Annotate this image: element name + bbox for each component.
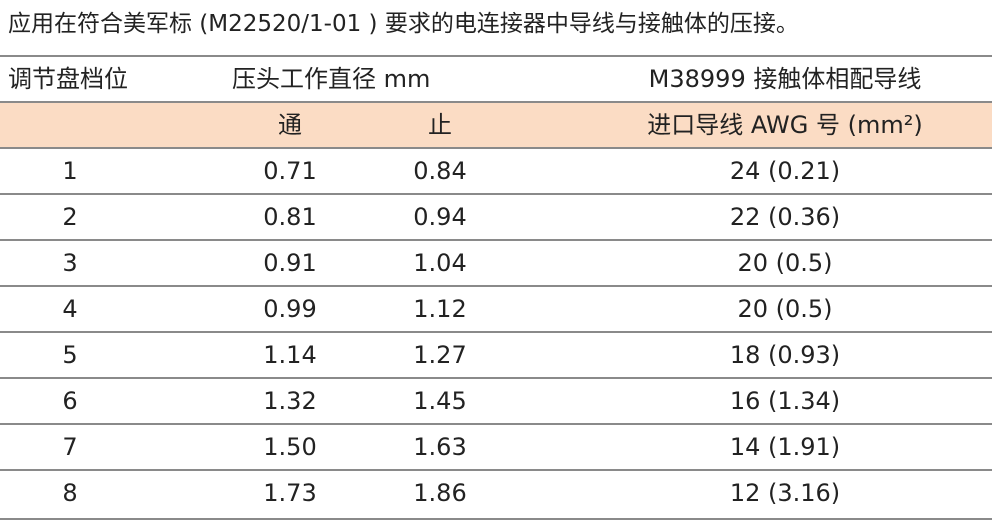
table-cell: 22 (0.36) xyxy=(729,203,841,231)
table-cell: 0.81 xyxy=(263,203,317,231)
table-cell: 1.27 xyxy=(413,341,467,369)
header-row: 调节盘档位 压头工作直径 mm M38999 接触体相配导线 xyxy=(0,55,992,101)
table-row: 1 0.71 0.84 24 (0.21) xyxy=(0,147,992,193)
title: 应用在符合美军标 (M22520/1-01 ) 要求的电连接器中导线与接触体的压… xyxy=(8,11,799,37)
table-cell: 8 xyxy=(62,479,78,507)
table-cell: 1.32 xyxy=(263,387,317,415)
table-cell: 1.45 xyxy=(413,387,467,415)
table-row: 6 1.32 1.45 16 (1.34) xyxy=(0,377,992,423)
header-row: 通 止 进口导线 AWG 号 (mm²) xyxy=(0,101,992,147)
table-cell: 12 (3.16) xyxy=(729,479,841,507)
table-cell: 0.99 xyxy=(263,295,317,323)
header-cell: 通 xyxy=(278,111,302,139)
table-row: 4 0.99 1.12 20 (0.5) xyxy=(0,285,992,331)
table-cell: 1.50 xyxy=(263,433,317,461)
table-cell: 14 (1.91) xyxy=(729,433,841,461)
table-cell: 1.14 xyxy=(263,341,317,369)
header-cell: 止 xyxy=(428,111,452,139)
table-row: 2 0.81 0.94 22 (0.36) xyxy=(0,193,992,239)
table-border xyxy=(0,518,992,520)
table-cell: 0.94 xyxy=(413,203,467,231)
table-cell: 18 (0.93) xyxy=(729,341,841,369)
header-cell: M38999 接触体相配导线 xyxy=(648,65,922,93)
table-cell: 5 xyxy=(62,341,78,369)
table-row: 7 1.50 1.63 14 (1.91) xyxy=(0,423,992,469)
table-cell: 20 (0.5) xyxy=(737,295,833,323)
table-cell: 6 xyxy=(62,387,78,415)
table-cell: 0.71 xyxy=(263,157,317,185)
table-cell: 1.73 xyxy=(263,479,317,507)
header-cell: 进口导线 AWG 号 (mm²) xyxy=(647,111,923,139)
table-cell: 2 xyxy=(62,203,78,231)
table-row: 8 1.73 1.86 12 (3.16) xyxy=(0,469,992,515)
table-cell: 1.04 xyxy=(413,249,467,277)
table-cell: 16 (1.34) xyxy=(729,387,841,415)
table-cell: 1.86 xyxy=(413,479,467,507)
table-row: 3 0.91 1.04 20 (0.5) xyxy=(0,239,992,285)
table-cell: 20 (0.5) xyxy=(737,249,833,277)
table-cell: 0.91 xyxy=(263,249,317,277)
header-cell: 调节盘档位 xyxy=(8,65,128,93)
table-cell: 1 xyxy=(62,157,78,185)
table-row: 5 1.14 1.27 18 (0.93) xyxy=(0,331,992,377)
table-cell: 3 xyxy=(62,249,78,277)
table-cell: 7 xyxy=(62,433,78,461)
table-cell: 1.12 xyxy=(413,295,467,323)
table-cell: 4 xyxy=(62,295,78,323)
table-cell: 24 (0.21) xyxy=(729,157,841,185)
table-cell: 1.63 xyxy=(413,433,467,461)
header-cell: 压头工作直径 mm xyxy=(232,65,431,93)
table-cell: 0.84 xyxy=(413,157,467,185)
